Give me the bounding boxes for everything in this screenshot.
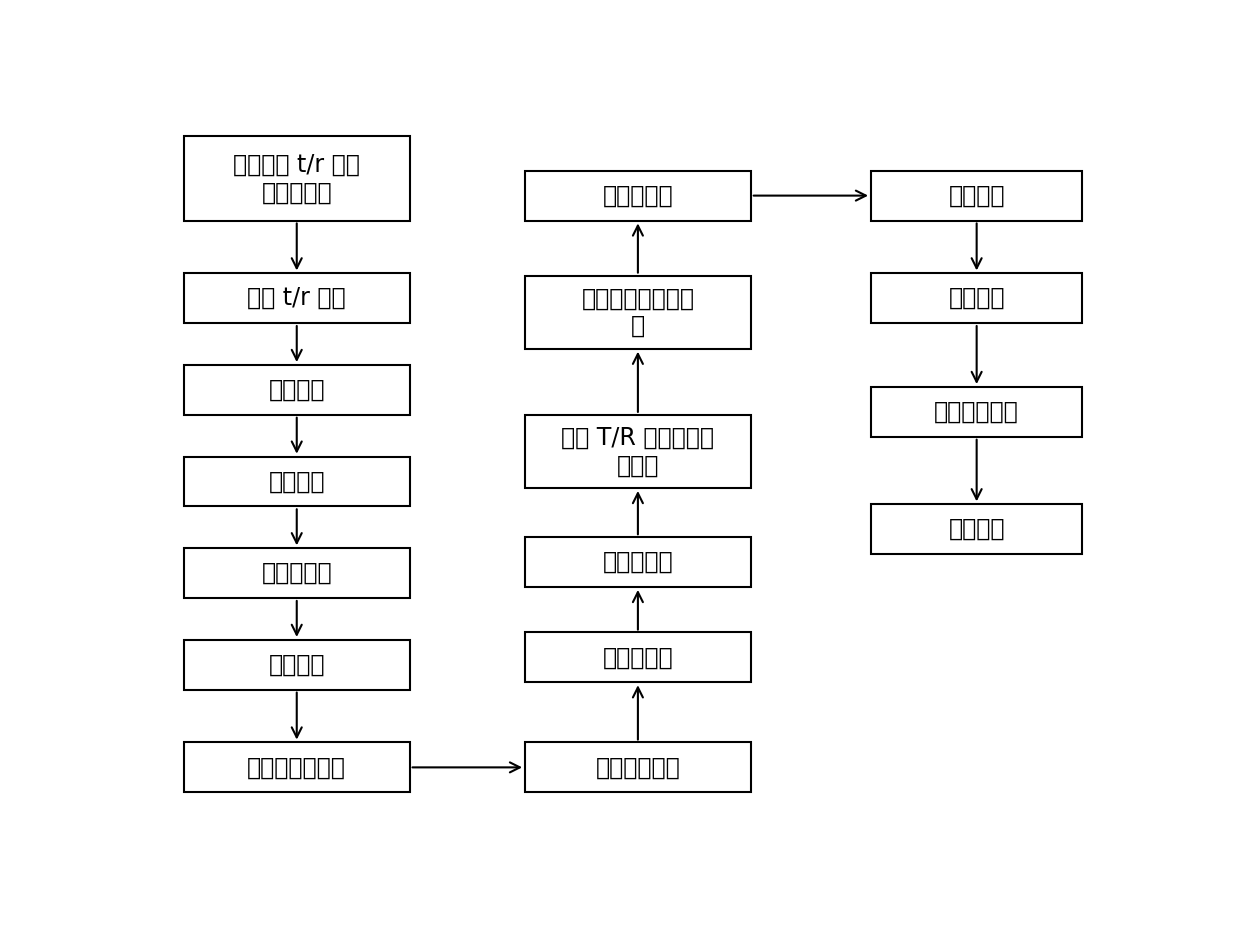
Text: 射频 T/R 基板与辐射
面对扣: 射频 T/R 基板与辐射 面对扣: [562, 426, 714, 477]
FancyBboxPatch shape: [870, 170, 1083, 221]
FancyBboxPatch shape: [870, 387, 1083, 437]
FancyBboxPatch shape: [525, 275, 751, 348]
FancyBboxPatch shape: [184, 136, 409, 221]
FancyBboxPatch shape: [184, 457, 409, 506]
Text: 固定射频 t/r 基板
到工装台上: 固定射频 t/r 基板 到工装台上: [233, 152, 360, 205]
FancyBboxPatch shape: [870, 505, 1083, 554]
Text: 加热静压: 加热静压: [949, 184, 1004, 208]
FancyBboxPatch shape: [184, 273, 409, 323]
Text: 焊料密封侧壁: 焊料密封侧壁: [934, 400, 1019, 424]
Text: 放置毛纽扣: 放置毛纽扣: [603, 645, 673, 669]
FancyBboxPatch shape: [525, 415, 751, 488]
Text: 芯片粘接: 芯片粘接: [269, 378, 325, 402]
FancyBboxPatch shape: [525, 170, 751, 221]
Text: 安装工装压板及夹
具: 安装工装压板及夹 具: [582, 287, 694, 338]
FancyBboxPatch shape: [184, 743, 409, 792]
Text: 清洗辐射面基板: 清洗辐射面基板: [247, 755, 346, 780]
Text: 测试完成: 测试完成: [269, 653, 325, 677]
FancyBboxPatch shape: [525, 632, 751, 683]
Text: 粘贴导电胶膜: 粘贴导电胶膜: [595, 755, 681, 780]
Text: 组装完成: 组装完成: [949, 517, 1004, 541]
FancyBboxPatch shape: [184, 640, 409, 689]
Text: 安装定位销: 安装定位销: [603, 550, 673, 574]
Text: 放置加热板: 放置加热板: [603, 184, 673, 208]
Text: 电性能测试: 电性能测试: [262, 561, 332, 585]
FancyBboxPatch shape: [184, 365, 409, 415]
FancyBboxPatch shape: [525, 537, 751, 587]
Text: 金丝键合: 金丝键合: [269, 469, 325, 493]
Text: 静压完成: 静压完成: [949, 287, 1004, 310]
Text: 清洗 t/r 基板: 清洗 t/r 基板: [248, 287, 346, 310]
FancyBboxPatch shape: [870, 273, 1083, 323]
FancyBboxPatch shape: [184, 548, 409, 598]
FancyBboxPatch shape: [525, 743, 751, 792]
